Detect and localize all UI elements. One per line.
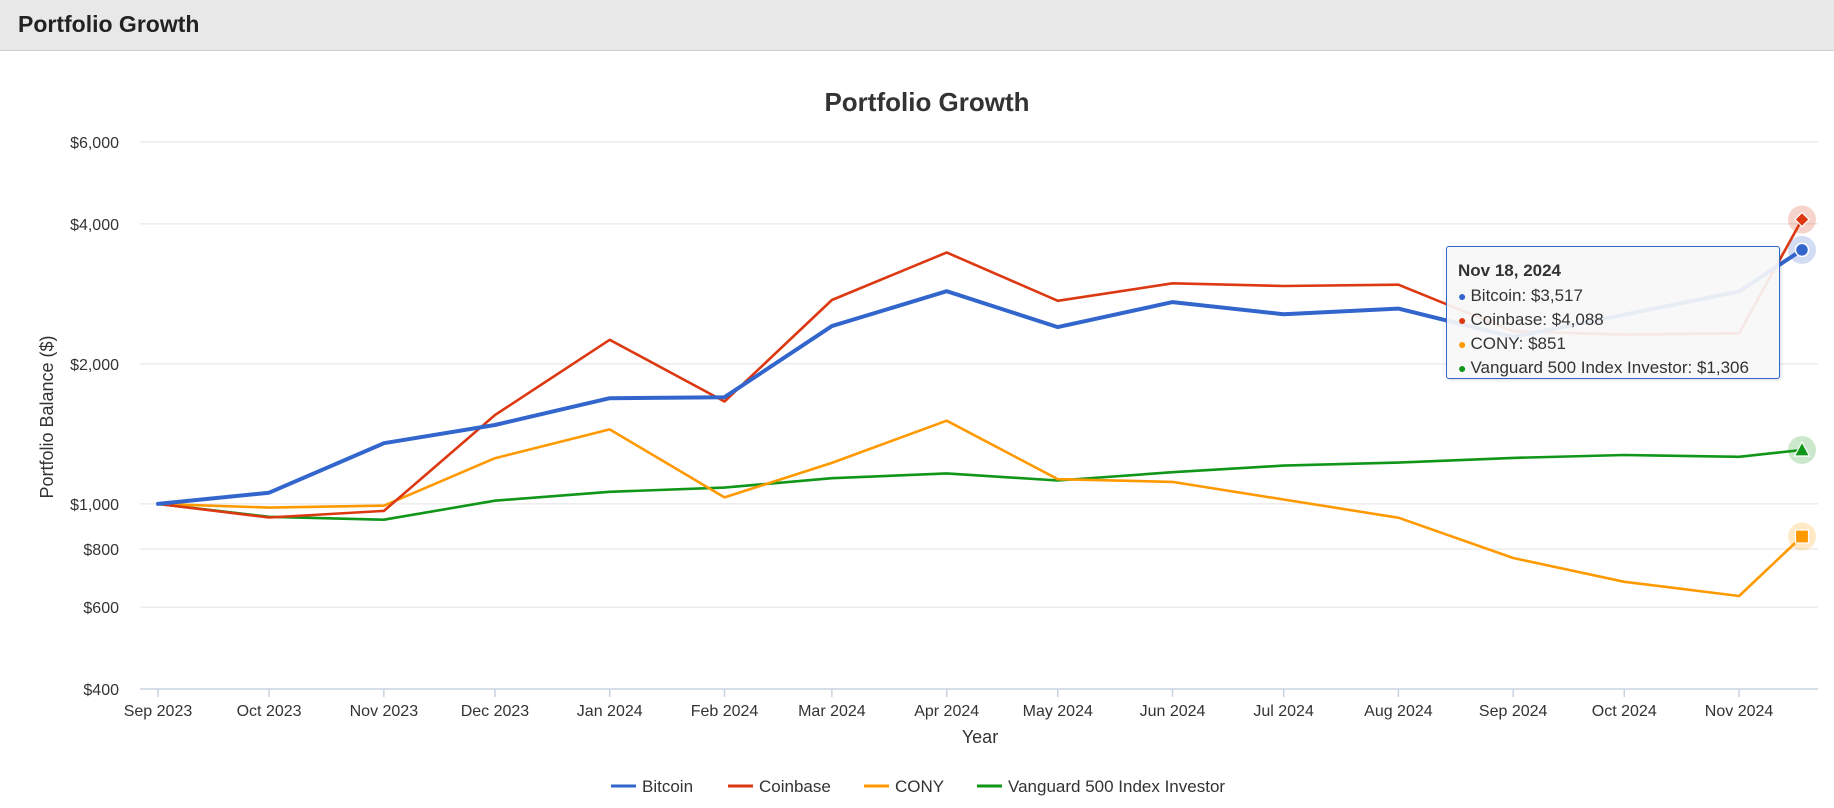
legend-label: Coinbase <box>759 777 831 796</box>
y-axis-label: Portfolio Balance ($) <box>37 335 57 498</box>
cony-dot-icon: ● <box>1458 336 1467 352</box>
legend-label: Bitcoin <box>642 777 693 796</box>
legend-label: Vanguard 500 Index Investor <box>1008 777 1225 796</box>
x-tick-label: Jan 2024 <box>577 703 643 720</box>
legend-item: CONY <box>864 777 944 796</box>
page-header: Portfolio Growth <box>0 0 1834 51</box>
y-tick-label: $600 <box>83 600 119 617</box>
x-tick-label: Jun 2024 <box>1140 703 1206 720</box>
vanguard-dot-icon: ● <box>1458 360 1467 376</box>
y-tick-label: $4,000 <box>70 217 119 234</box>
coinbase-dot-icon: ● <box>1458 312 1467 328</box>
tooltip-row-coinbase: ● Coinbase: $4,088 <box>1458 308 1768 332</box>
tooltip-value: Vanguard 500 Index Investor: $1,306 <box>1470 358 1749 377</box>
series-line-vanguard-500-index-investor <box>156 448 1804 522</box>
x-tick-label: Sep 2024 <box>1479 703 1548 720</box>
end-marker-point <box>1794 529 1810 544</box>
legend-item: Coinbase <box>728 777 831 796</box>
y-tick-label: $1,000 <box>70 497 119 514</box>
series-end-markers <box>1788 205 1816 551</box>
x-tick-label: Nov 2023 <box>350 703 419 720</box>
x-tick-label: Oct 2024 <box>1592 703 1657 720</box>
legend: Bitcoin Coinbase CONY Vanguard 500 Index In… <box>611 777 1225 796</box>
bitcoin-dot-icon: ● <box>1458 288 1467 304</box>
x-tick-label: Nov 2024 <box>1705 703 1774 720</box>
x-tick-label: Mar 2024 <box>798 703 866 720</box>
x-tick-label: Aug 2024 <box>1364 703 1433 720</box>
y-tick-label: $2,000 <box>70 357 119 374</box>
series-line-cony <box>156 419 1804 598</box>
legend-label: CONY <box>895 777 944 796</box>
x-tick-label: Dec 2023 <box>461 703 530 720</box>
tooltip-value: Bitcoin: $3,517 <box>1470 286 1583 305</box>
y-tick-label: $800 <box>83 542 119 559</box>
y-tick-label: $400 <box>83 682 119 699</box>
legend-item: Bitcoin <box>611 777 693 796</box>
x-tick-label: Jul 2024 <box>1253 703 1314 720</box>
x-tick-label: Sep 2023 <box>124 703 193 720</box>
chart-tooltip: Nov 18, 2024 ● Bitcoin: $3,517 ● Coinbase:… <box>1446 246 1780 379</box>
tooltip-value: CONY: $851 <box>1470 334 1566 353</box>
x-axis: Sep 2023 Oct 2023 Nov 2023 Dec 2023 Jan 2024… <box>124 688 1818 720</box>
x-tick-label: Oct 2023 <box>237 703 302 720</box>
end-marker-point <box>1794 242 1810 258</box>
x-axis-label: Year <box>962 727 998 747</box>
end-marker-point <box>1793 440 1811 457</box>
end-marker-point <box>1794 211 1810 228</box>
tooltip-value: Coinbase: $4,088 <box>1470 310 1604 329</box>
tooltip-row-cony: ● CONY: $851 <box>1458 332 1768 356</box>
tooltip-date: Nov 18, 2024 <box>1458 261 1562 280</box>
portfolio-growth-chart: Portfolio Growth $400 $600 $800 $1,000 $2,00… <box>37 87 1818 796</box>
legend-item: Vanguard 500 Index Investor <box>977 777 1225 796</box>
chart-title: Portfolio Growth <box>824 87 1029 117</box>
y-axis-ticks: $400 $600 $800 $1,000 $2,000 $4,000 $6,000 <box>70 135 119 699</box>
x-tick-label: May 2024 <box>1023 703 1093 720</box>
tooltip-row-vanguard: ● Vanguard 500 Index Investor: $1,306 <box>1458 356 1768 380</box>
tooltip-row-bitcoin: ● Bitcoin: $3,517 <box>1458 284 1768 308</box>
y-tick-label: $6,000 <box>70 135 119 152</box>
x-tick-label: Apr 2024 <box>914 703 979 720</box>
x-tick-label: Feb 2024 <box>691 703 759 720</box>
page-title: Portfolio Growth <box>18 11 200 37</box>
grid-lines <box>140 141 1818 690</box>
